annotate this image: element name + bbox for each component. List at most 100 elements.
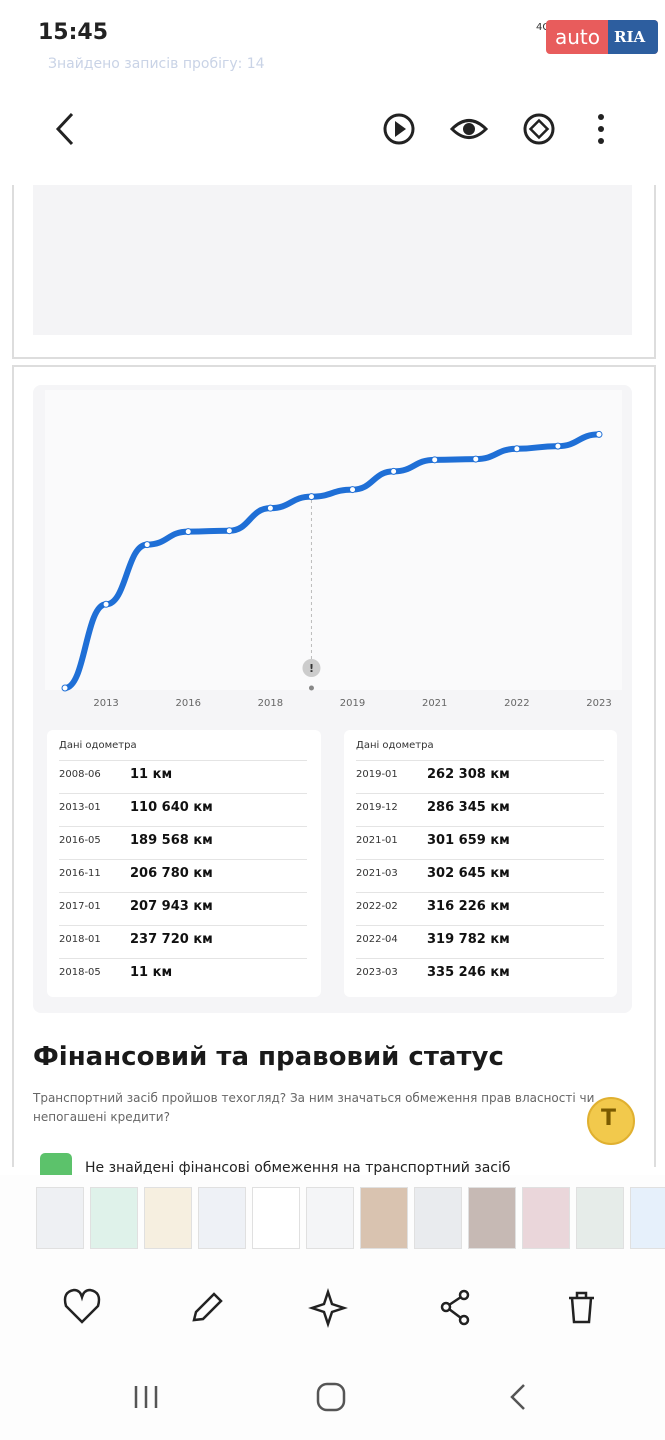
thumbnail[interactable] — [360, 1187, 408, 1249]
thumbnail[interactable] — [252, 1187, 300, 1249]
odometer-date: 2016-11 — [59, 868, 101, 879]
nav-bar — [134, 1382, 525, 1412]
x-tick-label: 2018 — [258, 698, 283, 709]
header-icons — [55, 112, 604, 146]
odometer-date: 2021-03 — [356, 868, 398, 879]
rotate-icon[interactable] — [523, 113, 555, 145]
row-divider — [356, 826, 604, 827]
odometer-date: 2013-01 — [59, 802, 101, 813]
recents-button[interactable] — [134, 1386, 158, 1408]
placeholder — [33, 185, 632, 335]
thumbnail[interactable] — [522, 1187, 570, 1249]
odometer-value: 302 645 км — [427, 866, 510, 881]
point — [472, 455, 480, 463]
point — [349, 486, 357, 494]
odometer-date: 2023-03 — [356, 967, 398, 978]
back-nav-button[interactable] — [510, 1384, 525, 1410]
plot-area — [45, 390, 622, 690]
ai-button[interactable] — [308, 1288, 348, 1328]
odometer-value: 316 226 км — [427, 899, 510, 914]
play-icon[interactable] — [383, 113, 415, 145]
more-icon[interactable] — [598, 114, 604, 144]
odometer-value: 207 943 км — [130, 899, 213, 914]
thumbnail[interactable] — [144, 1187, 192, 1249]
row-divider — [356, 925, 604, 926]
odometer-value: 189 568 км — [130, 833, 213, 848]
point — [225, 527, 233, 535]
point — [143, 541, 151, 549]
brand-left: auto — [555, 25, 601, 49]
table-card — [47, 730, 321, 997]
table-header: Дані одометра — [356, 740, 434, 751]
odometer-date: 2017-01 — [59, 901, 101, 912]
row-divider — [59, 760, 307, 761]
odometer-value: 301 659 км — [427, 833, 510, 848]
back-button[interactable] — [55, 112, 74, 146]
brand-badge-right — [608, 20, 658, 54]
card — [12, 365, 656, 1167]
point — [554, 442, 562, 450]
thumbnail[interactable] — [198, 1187, 246, 1249]
row-divider — [356, 793, 604, 794]
share-button[interactable] — [440, 1289, 470, 1326]
line — [62, 431, 602, 691]
row-divider — [59, 958, 307, 959]
odometer-value: 11 км — [130, 767, 173, 782]
thumbnail[interactable] — [630, 1187, 665, 1249]
time: 15:45 — [38, 20, 109, 45]
thumbnail[interactable] — [306, 1187, 354, 1249]
favorite-button[interactable] — [63, 1288, 101, 1324]
records-found: Знайдено записів пробігу: 14 — [48, 56, 265, 72]
odometer-date: 2018-01 — [59, 934, 101, 945]
floating-button[interactable] — [587, 1097, 635, 1145]
point — [431, 456, 439, 464]
odometer-value: 286 345 км — [427, 800, 510, 815]
odometer-value: 237 720 км — [130, 932, 213, 947]
row-divider — [59, 826, 307, 827]
x-tick-label: 2021 — [422, 698, 447, 709]
odometer-date: 2019-12 — [356, 802, 398, 813]
brand-right: RIA — [614, 28, 646, 46]
odometer-date: 2018-05 — [59, 967, 101, 978]
thumbnail[interactable] — [576, 1187, 624, 1249]
x-tick-label: 2016 — [176, 698, 201, 709]
point — [184, 528, 192, 536]
section-title: Фінансовий та правовий статус — [33, 1042, 504, 1072]
point — [390, 467, 398, 475]
row-divider — [59, 793, 307, 794]
point — [307, 493, 315, 501]
thumbnail[interactable] — [414, 1187, 462, 1249]
description: непогашені кредити? — [33, 1110, 170, 1124]
toolbar — [63, 1288, 594, 1412]
odometer-date: 2022-02 — [356, 901, 398, 912]
annotation-marker — [302, 659, 321, 677]
view-icon[interactable] — [449, 119, 489, 139]
odometer-value: 110 640 км — [130, 800, 213, 815]
table-header: Дані одометра — [59, 740, 137, 751]
description: Транспортний засіб пройшов техогляд? За … — [33, 1091, 595, 1105]
point — [513, 445, 521, 453]
annotation: ! — [309, 662, 314, 675]
thumbnail[interactable] — [36, 1187, 84, 1249]
odometer-value: 206 780 км — [130, 866, 213, 881]
thumbnail[interactable] — [468, 1187, 516, 1249]
odometer-value: 11 км — [130, 965, 173, 980]
row-divider — [356, 760, 604, 761]
table-card — [344, 730, 617, 997]
edit-button[interactable] — [192, 1292, 223, 1322]
point — [595, 430, 603, 438]
odometer-value: 335 246 км — [427, 965, 510, 980]
row-divider — [59, 925, 307, 926]
row-divider — [356, 892, 604, 893]
x-tick-label: 2013 — [93, 698, 118, 709]
thumbnail[interactable] — [90, 1187, 138, 1249]
delete-button[interactable] — [569, 1291, 594, 1324]
odometer-value: 319 782 км — [427, 932, 510, 947]
x-tick-label: 2022 — [504, 698, 529, 709]
row-divider — [356, 958, 604, 959]
point — [266, 504, 274, 512]
row-divider — [356, 859, 604, 860]
home-button[interactable] — [316, 1382, 346, 1412]
odometer-date: 2016-05 — [59, 835, 101, 846]
